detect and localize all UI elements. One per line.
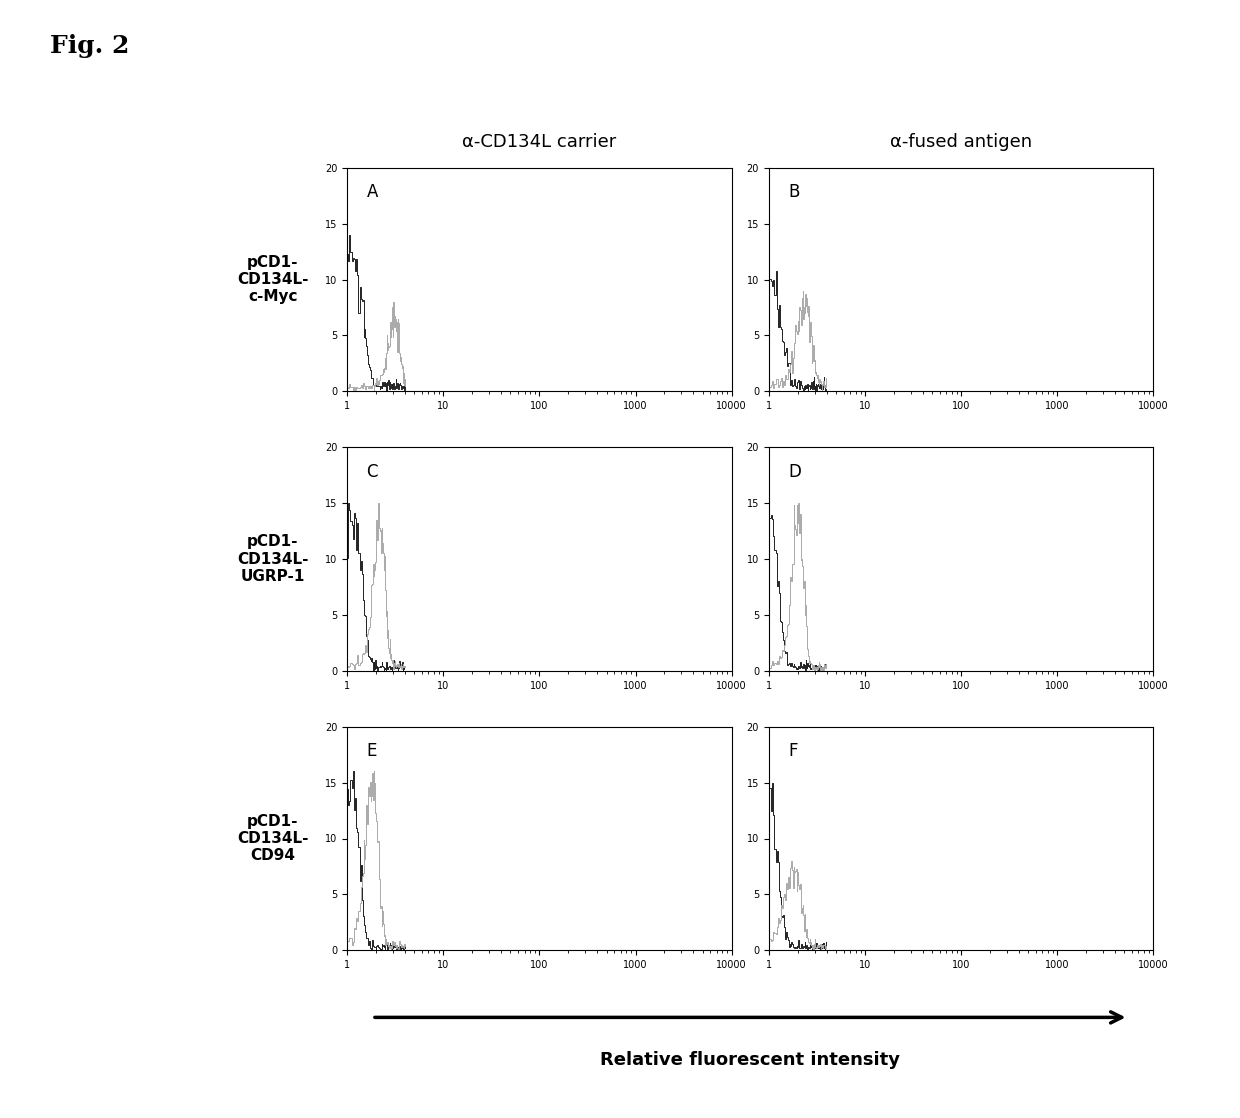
Text: F: F bbox=[789, 742, 797, 760]
Text: α-CD134L carrier: α-CD134L carrier bbox=[463, 133, 616, 151]
Text: A: A bbox=[367, 183, 378, 201]
Text: Relative fluorescent intensity: Relative fluorescent intensity bbox=[600, 1051, 900, 1069]
Text: pCD1-
CD134L-
UGRP-1: pCD1- CD134L- UGRP-1 bbox=[237, 534, 309, 584]
Text: Fig. 2: Fig. 2 bbox=[50, 34, 129, 57]
Text: pCD1-
CD134L-
c-Myc: pCD1- CD134L- c-Myc bbox=[237, 255, 309, 304]
Text: B: B bbox=[789, 183, 800, 201]
Text: α-fused antigen: α-fused antigen bbox=[890, 133, 1032, 151]
Text: C: C bbox=[367, 463, 378, 481]
Text: pCD1-
CD134L-
CD94: pCD1- CD134L- CD94 bbox=[237, 814, 309, 863]
Text: D: D bbox=[789, 463, 801, 481]
Text: E: E bbox=[367, 742, 377, 760]
